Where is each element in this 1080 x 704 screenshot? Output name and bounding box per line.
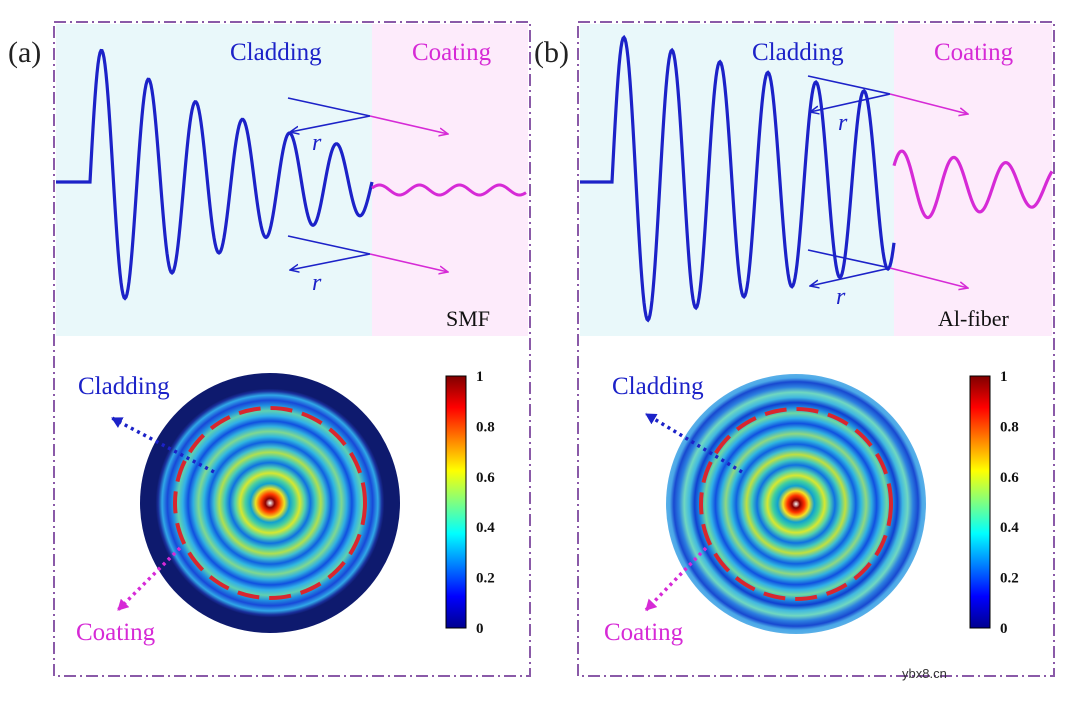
panel-b-colorbar-tick: 0.4 — [1000, 520, 1019, 536]
panel-b-cladding-region — [580, 24, 894, 336]
panel-a-lower-transmitted-arrow — [369, 253, 448, 272]
panel-b-upper-incident-line — [807, 75, 891, 95]
panel-a-coating-pointer — [116, 546, 182, 612]
panel-a-coating-label: Coating — [412, 39, 492, 66]
panel-a-frame — [53, 21, 531, 677]
panel-b-fiber-type: Al-fiber — [938, 306, 1010, 331]
panel-a-cladding-pointer — [111, 416, 215, 474]
panel-b-ring-coating-label: Coating — [604, 619, 684, 646]
panel-a-colorbar-tick: 0 — [476, 621, 484, 637]
panel-b: (b) Cladding Coating r r Al-fiber Claddi… — [534, 21, 1055, 677]
panel-a-ring-coating-label: Coating — [76, 619, 156, 646]
panel-b-cladding-wave — [580, 34, 896, 323]
panel-a-ring-cladding-label: Cladding — [78, 373, 170, 400]
panel-b-colorbar-tick: 1 — [1000, 369, 1008, 385]
panel-b-colorbar-tick: 0.2 — [1000, 571, 1019, 587]
panel-b-coating-pointer — [644, 546, 708, 612]
panel-b-colorbar-ticks: 1 0.8 0.6 0.4 0.2 0 — [1000, 369, 1019, 637]
panel-a-colorbar-ticks: 1 0.8 0.6 0.4 0.2 0 — [476, 369, 495, 637]
panel-b-cladding-boundary-ring — [699, 407, 893, 601]
panel-b-upper-reflection: r — [807, 75, 968, 136]
panel-b-cladding-label: Cladding — [752, 39, 844, 66]
panel-a-coating-wave — [371, 183, 527, 197]
panel-b-lower-reflection: r — [807, 249, 968, 310]
panel-b-mode-field — [666, 374, 926, 634]
panel-a-label: (a) — [8, 36, 41, 69]
panel-b-coating-region — [894, 24, 1052, 336]
panel-b-coating-wave — [892, 149, 1054, 220]
panel-a-upper-reflected-arrow — [290, 115, 371, 132]
panel-a-cladding-wave — [56, 48, 374, 301]
panel-a-lower-incident-line — [287, 235, 371, 255]
panel-a-upper-reflection: r — [287, 97, 448, 156]
panel-b-ring-cladding-label: Cladding — [612, 373, 704, 400]
panel-a-upper-transmitted-arrow — [369, 115, 448, 134]
panel-a-colorbar-tick: 0.4 — [476, 520, 495, 536]
panel-b-lower-incident-line — [807, 249, 891, 269]
panel-a-cladding-boundary-ring — [173, 406, 367, 600]
panel-b-colorbar-tick: 0.6 — [1000, 470, 1019, 486]
panel-b-colorbar — [969, 375, 991, 629]
watermark: ybx8.cn — [902, 666, 947, 681]
panel-b-cladding-pointer — [645, 412, 743, 474]
panel-a-cladding-label: Cladding — [230, 39, 322, 66]
panel-a-lower-reflected-arrow — [290, 253, 371, 270]
panel-b-lower-r-label: r — [836, 284, 846, 310]
panel-a-mode-field — [140, 373, 400, 633]
panel-b-upper-r-label: r — [838, 110, 848, 136]
panel-b-colorbar-tick: 0 — [1000, 621, 1008, 637]
panel-a-colorbar-tick: 0.8 — [476, 419, 495, 435]
panel-b-upper-transmitted-arrow — [889, 93, 968, 114]
panel-a-colorbar-tick: 0.2 — [476, 571, 495, 587]
panel-b-colorbar-tick: 0.8 — [1000, 419, 1019, 435]
panel-a-upper-r-label: r — [312, 130, 322, 156]
panel-b-coating-label: Coating — [934, 39, 1014, 66]
panel-a-lower-r-label: r — [312, 270, 322, 296]
panel-b-label: (b) — [534, 36, 569, 69]
panel-b-upper-reflected-arrow — [810, 93, 891, 112]
panel-a-colorbar-tick: 1 — [476, 369, 484, 385]
panel-a: (a) Cladding Coating r r SMF Cladding Co… — [8, 21, 531, 677]
panel-a-cladding-region — [56, 24, 372, 336]
panel-a-lower-reflection: r — [287, 235, 448, 296]
panel-b-lower-reflected-arrow — [810, 267, 891, 286]
panel-b-frame — [577, 21, 1055, 677]
panel-b-lower-transmitted-arrow — [889, 267, 968, 288]
panel-a-coating-region — [372, 24, 528, 336]
panel-a-fiber-type: SMF — [446, 306, 490, 331]
panel-a-upper-incident-line — [287, 97, 371, 117]
panel-a-colorbar — [445, 375, 467, 629]
panel-a-colorbar-tick: 0.6 — [476, 470, 495, 486]
